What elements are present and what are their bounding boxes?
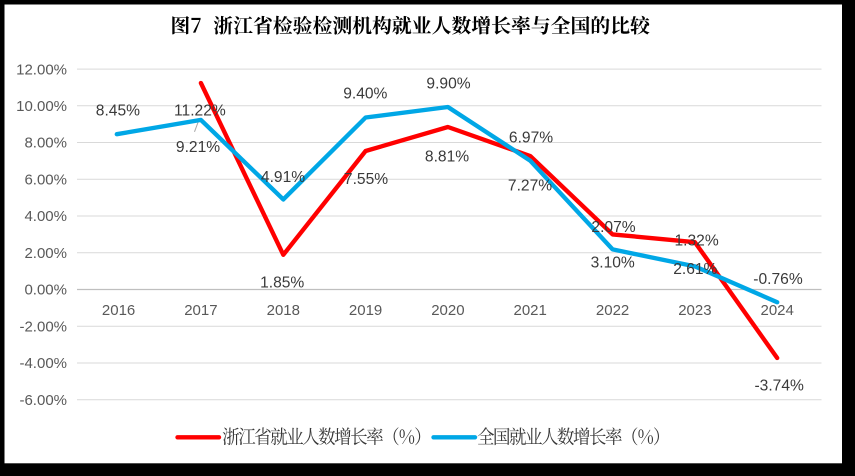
svg-text:2.07%: 2.07% [591, 219, 635, 236]
svg-text:1.85%: 1.85% [260, 274, 304, 291]
svg-text:12.00%: 12.00% [16, 61, 67, 78]
svg-text:2019: 2019 [349, 302, 382, 319]
svg-text:6.97%: 6.97% [509, 129, 553, 146]
svg-text:2.00%: 2.00% [24, 245, 67, 262]
svg-text:7.27%: 7.27% [508, 178, 552, 195]
svg-text:3.10%: 3.10% [591, 255, 635, 272]
svg-text:2021: 2021 [514, 302, 547, 319]
svg-text:2.61%: 2.61% [673, 261, 717, 278]
svg-text:8.81%: 8.81% [425, 148, 469, 165]
svg-text:9.90%: 9.90% [426, 76, 470, 93]
svg-text:6.00%: 6.00% [24, 172, 67, 189]
svg-text:9.40%: 9.40% [343, 86, 387, 103]
svg-text:2020: 2020 [431, 302, 464, 319]
svg-text:2024: 2024 [761, 302, 794, 319]
svg-text:-6.00%: -6.00% [19, 392, 67, 409]
svg-text:1.32%: 1.32% [674, 233, 718, 250]
svg-text:8.00%: 8.00% [24, 135, 67, 152]
svg-text:0.00%: 0.00% [24, 282, 67, 299]
svg-text:8.45%: 8.45% [96, 103, 140, 120]
svg-text:4.00%: 4.00% [24, 208, 67, 225]
svg-text:10.00%: 10.00% [16, 98, 67, 115]
svg-text:-4.00%: -4.00% [19, 355, 67, 372]
svg-text:4.91%: 4.91% [261, 169, 305, 186]
svg-text:-2.00%: -2.00% [19, 318, 67, 335]
svg-text:2023: 2023 [678, 302, 711, 319]
svg-text:2017: 2017 [184, 302, 217, 319]
svg-text:2022: 2022 [596, 302, 629, 319]
svg-text:-0.76%: -0.76% [753, 271, 803, 288]
svg-text:7.55%: 7.55% [344, 171, 388, 188]
svg-text:2018: 2018 [267, 302, 300, 319]
svg-text:9.21%: 9.21% [176, 139, 220, 156]
svg-text:-3.74%: -3.74% [754, 378, 804, 395]
svg-text:11.22%: 11.22% [174, 103, 226, 120]
svg-text:2016: 2016 [102, 302, 135, 319]
